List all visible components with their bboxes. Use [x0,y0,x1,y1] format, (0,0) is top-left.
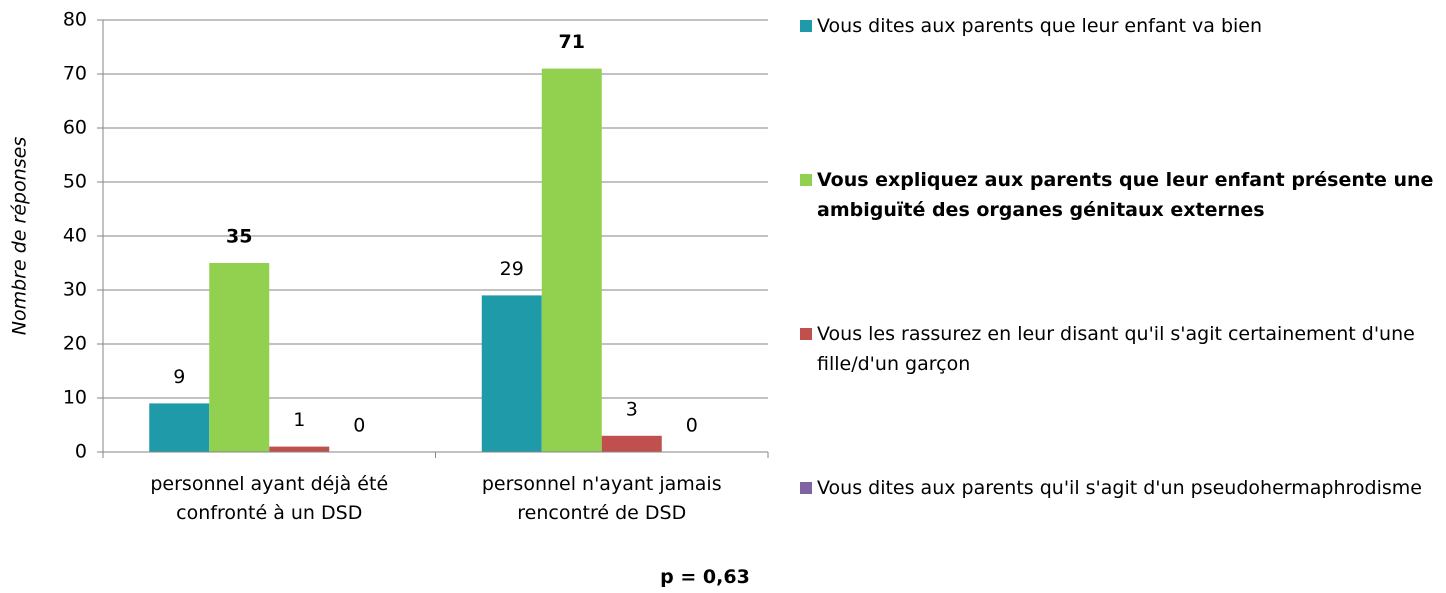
data-label: 9 [173,366,185,388]
y-tick-label: 0 [75,441,87,463]
bar [481,295,542,452]
y-tick-label: 40 [63,225,87,247]
legend-swatch [800,174,812,186]
y-tick-label: 10 [63,387,87,409]
y-tick-label: 50 [63,171,87,193]
y-tick-label: 30 [63,279,87,301]
data-label: 1 [293,409,305,431]
legend-label: Vous dites aux parents que leur enfant v… [817,15,1263,37]
data-label: 35 [226,226,252,248]
legend-item: Vous expliquez aux parents que leur enfa… [800,165,1440,225]
bar [541,68,602,452]
legend-swatch [800,328,812,340]
bar [149,403,210,452]
y-tick-label: 80 [63,9,87,31]
y-tick-label: 70 [63,63,87,85]
annotation: p = 0,63 [660,566,750,588]
data-label: 3 [626,398,638,420]
bar [601,435,662,452]
y-tick-label: 60 [63,117,87,139]
legend-swatch [800,482,812,494]
data-label: 0 [353,415,365,437]
legend-swatch [800,20,812,32]
legend-item: Vous dites aux parents qu'il s'agit d'un… [800,473,1440,503]
legend-label: Vous dites aux parents qu'il s'agit d'un… [817,477,1422,499]
bar [209,263,270,452]
data-label: 0 [686,415,698,437]
legend-item: Vous dites aux parents que leur enfant v… [800,11,1440,41]
y-axis-label: Nombre de réponses [9,137,31,336]
data-label: 29 [500,258,524,280]
data-label: 71 [559,31,585,53]
x-tick-label: personnel ayant déjà été confronté à un … [150,473,389,524]
x-tick-label: personnel n'ayant jamais rencontré de DS… [481,473,722,524]
y-tick-label: 20 [63,333,87,355]
legend-label: Vous expliquez aux parents que leur enfa… [817,169,1434,221]
legend-label: Vous les rassurez en leur disant qu'il s… [817,323,1415,375]
legend-item: Vous les rassurez en leur disant qu'il s… [800,319,1440,379]
bar [269,446,330,452]
